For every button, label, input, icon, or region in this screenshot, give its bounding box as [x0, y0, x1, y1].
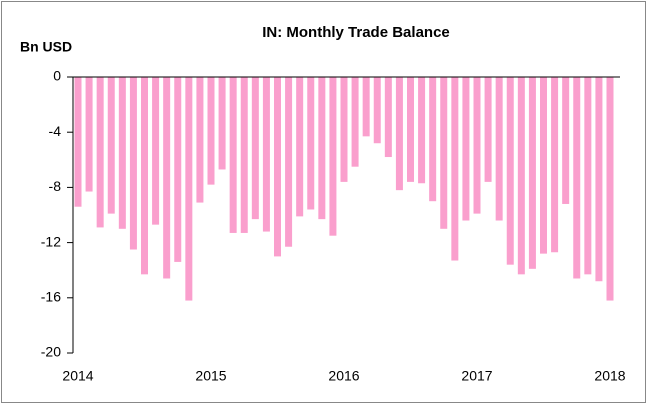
bar [573, 77, 581, 279]
bar [96, 77, 104, 228]
bar [329, 77, 337, 236]
x-tick-label: 2018 [594, 368, 625, 384]
bar [296, 77, 304, 217]
bar [495, 77, 503, 221]
x-tick-label: 2016 [328, 368, 359, 384]
bar [251, 77, 259, 220]
bar [107, 77, 115, 214]
bar [440, 77, 448, 229]
bar [595, 77, 603, 282]
bar [152, 77, 160, 225]
bar [551, 77, 559, 253]
bar [584, 77, 592, 275]
bar [318, 77, 326, 220]
bar [340, 77, 348, 182]
bar [240, 77, 248, 233]
bar [407, 77, 414, 182]
bar [540, 77, 547, 254]
bar [285, 77, 293, 247]
bar [185, 77, 193, 301]
y-tick-label: -12 [41, 233, 61, 249]
bar [517, 77, 525, 275]
y-tick-label: -20 [41, 344, 61, 360]
bar [262, 77, 270, 232]
x-tick-label: 2017 [461, 368, 492, 384]
bar [129, 77, 137, 250]
y-tick-label: 0 [53, 68, 61, 84]
bar [484, 77, 492, 182]
x-tick-label: 2015 [195, 368, 226, 384]
bar [362, 77, 370, 137]
bar [429, 77, 437, 202]
bar [384, 77, 392, 158]
bar [462, 77, 470, 221]
bar [606, 77, 614, 301]
bar [451, 77, 459, 261]
bar [274, 77, 281, 257]
bar [473, 77, 481, 214]
bar [373, 77, 381, 144]
bar [85, 77, 93, 192]
bar [196, 77, 204, 203]
y-axis-label: Bn USD [20, 39, 72, 55]
bar [229, 77, 237, 233]
bar [351, 77, 359, 167]
bar [141, 77, 148, 275]
bar [118, 77, 126, 229]
bar [395, 77, 403, 191]
bar [218, 77, 226, 170]
bar [307, 77, 315, 210]
bar [163, 77, 171, 279]
y-tick-label: -4 [49, 123, 62, 139]
bar [418, 77, 426, 184]
bar [506, 77, 514, 265]
x-tick-label: 2014 [62, 368, 93, 384]
bar [174, 77, 182, 262]
chart-title: IN: Monthly Trade Balance [262, 24, 450, 41]
y-tick-label: -16 [41, 289, 61, 305]
bar [207, 77, 215, 185]
y-tick-label: -8 [49, 178, 62, 194]
bar [74, 77, 82, 207]
bar [528, 77, 536, 269]
bar [562, 77, 570, 204]
